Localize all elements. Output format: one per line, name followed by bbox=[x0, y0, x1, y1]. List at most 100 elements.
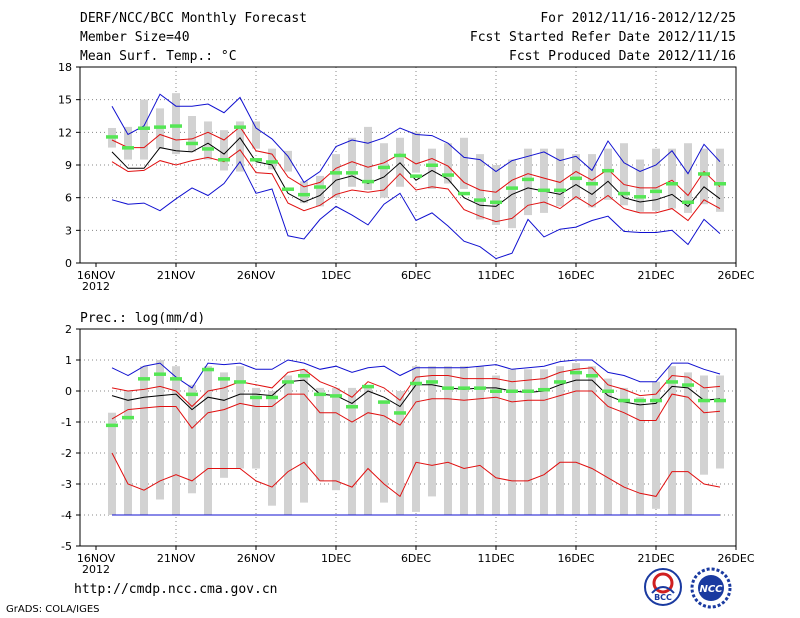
prec-ytick-label: -5 bbox=[61, 540, 72, 553]
prec-ensemble-box bbox=[684, 372, 692, 515]
temp-median-mark bbox=[490, 200, 502, 205]
prec-median-mark bbox=[314, 392, 326, 397]
fcst-started-date: Fcst Started Refer Date 2012/11/15 bbox=[469, 30, 736, 45]
temp-median-mark bbox=[314, 185, 326, 189]
prec-xtick-label: 16DEC bbox=[557, 552, 594, 565]
temp-xtick-label: 21NOV bbox=[157, 269, 196, 282]
temp-ensemble-box bbox=[236, 121, 244, 172]
prec-ensemble-box bbox=[524, 369, 532, 515]
prec-plot-frame bbox=[79, 328, 737, 547]
temp-median-mark bbox=[410, 174, 422, 178]
prec-xtick-label: 6DEC bbox=[401, 552, 431, 565]
prec-ytick-label: -1 bbox=[61, 416, 72, 429]
prec-ensemble-box bbox=[508, 369, 516, 515]
prec-ensemble-box bbox=[636, 397, 644, 515]
prec-series-max bbox=[111, 359, 721, 389]
temp-median-mark bbox=[458, 191, 470, 196]
prec-median-mark bbox=[618, 398, 630, 403]
prec-median-mark bbox=[650, 398, 662, 403]
prec-panel-title: Prec.: log(mm/d) bbox=[80, 311, 205, 326]
temp-median-mark bbox=[250, 158, 262, 162]
temp-xtick-label: 26DEC bbox=[717, 269, 754, 282]
temp-median-mark bbox=[554, 188, 566, 193]
temp-median-mark bbox=[698, 172, 710, 176]
temp-ensemble-box bbox=[204, 121, 212, 160]
temp-ytick-label: 6 bbox=[65, 192, 72, 205]
prec-xtick-label: 1DEC bbox=[321, 552, 351, 565]
prec-median-mark bbox=[378, 400, 390, 404]
prec-median-mark bbox=[410, 381, 422, 386]
temp-ensemble-box bbox=[380, 143, 388, 198]
prec-ensemble-box bbox=[700, 375, 708, 475]
prec-median-mark bbox=[202, 367, 214, 372]
footer-credit: GrADS: COLA/IGES bbox=[6, 604, 100, 615]
prec-ensemble-box bbox=[460, 366, 468, 515]
temp-ensemble-box bbox=[620, 143, 628, 206]
prec-median-mark bbox=[698, 398, 710, 403]
prec-median-mark bbox=[394, 411, 406, 415]
prec-xtick-label: 26DEC bbox=[717, 552, 754, 565]
ncc-logo: NCC bbox=[690, 567, 732, 609]
temp-ensemble-box bbox=[300, 181, 308, 204]
prec-xtick-label: 21DEC bbox=[637, 552, 674, 565]
prec-ensemble-box bbox=[588, 366, 596, 515]
temp-ytick-label: 15 bbox=[58, 94, 72, 107]
temp-ensemble-box bbox=[316, 175, 324, 207]
temp-ensemble-box bbox=[716, 148, 724, 212]
temp-ensemble-box bbox=[700, 148, 708, 205]
temp-ensemble-box bbox=[556, 148, 564, 207]
temp-ensemble-box bbox=[444, 143, 452, 184]
chart-title: DERF/NCC/BCC Monthly Forecast bbox=[80, 11, 307, 26]
temp-median-mark bbox=[266, 160, 278, 164]
temp-median-mark bbox=[282, 187, 294, 191]
prec-median-mark bbox=[154, 372, 166, 376]
temp-ensemble-box bbox=[524, 148, 532, 216]
temp-median-mark bbox=[650, 189, 662, 194]
prec-ensemble-box bbox=[652, 381, 660, 509]
prec-median-mark bbox=[234, 380, 246, 384]
temp-median-mark bbox=[586, 182, 598, 186]
prec-xtick-year: 2012 bbox=[82, 563, 110, 576]
prec-series-mean-sd bbox=[111, 367, 721, 408]
temp-xtick-label: 6DEC bbox=[401, 269, 431, 282]
prec-ensemble-box bbox=[444, 366, 452, 515]
temp-ensemble-box bbox=[332, 154, 340, 198]
temp-xtick-label: 16NOV bbox=[77, 269, 116, 282]
prec-ensemble-box bbox=[204, 366, 212, 515]
temp-ensemble-box bbox=[588, 154, 596, 208]
temp-ensemble-box bbox=[412, 132, 420, 173]
prec-series-mean-2sd bbox=[111, 452, 721, 498]
footer-url[interactable]: http://cmdp.ncc.cma.gov.cn bbox=[74, 582, 278, 597]
temp-median-mark bbox=[378, 165, 390, 170]
temp-median-mark bbox=[218, 158, 230, 162]
temp-median-mark bbox=[170, 124, 182, 128]
prec-ensemble-box bbox=[348, 387, 356, 515]
prec-xtick-label: 21NOV bbox=[157, 552, 196, 565]
prec-median-mark bbox=[426, 380, 438, 384]
prec-ensemble-box bbox=[492, 375, 500, 515]
prec-ensemble-box bbox=[300, 369, 308, 503]
prec-median-mark bbox=[714, 398, 726, 403]
prec-ensemble-box bbox=[556, 366, 564, 515]
prec-ensemble-box bbox=[540, 369, 548, 515]
prec-median-mark bbox=[218, 377, 230, 381]
temp-xtick-year: 2012 bbox=[82, 280, 110, 293]
prec-xtick-label: 16NOV bbox=[77, 552, 116, 565]
temp-median-mark bbox=[666, 182, 678, 186]
temp-ensemble-box bbox=[604, 148, 612, 200]
temp-ensemble-box bbox=[220, 130, 228, 171]
temp-ensemble-box bbox=[508, 159, 516, 229]
prec-ensemble-box bbox=[332, 387, 340, 491]
temp-median-mark bbox=[154, 125, 166, 129]
prec-median-mark bbox=[474, 386, 486, 390]
prec-median-mark bbox=[282, 380, 294, 384]
prec-ensemble-box bbox=[380, 400, 388, 503]
temp-ensemble-box bbox=[460, 137, 468, 189]
prec-median-mark bbox=[522, 389, 534, 393]
prec-median-mark bbox=[538, 387, 550, 392]
prec-ensemble-box bbox=[316, 387, 324, 481]
temp-median-mark bbox=[298, 192, 310, 197]
temp-median-mark bbox=[474, 198, 486, 202]
prec-median-mark bbox=[554, 380, 566, 384]
